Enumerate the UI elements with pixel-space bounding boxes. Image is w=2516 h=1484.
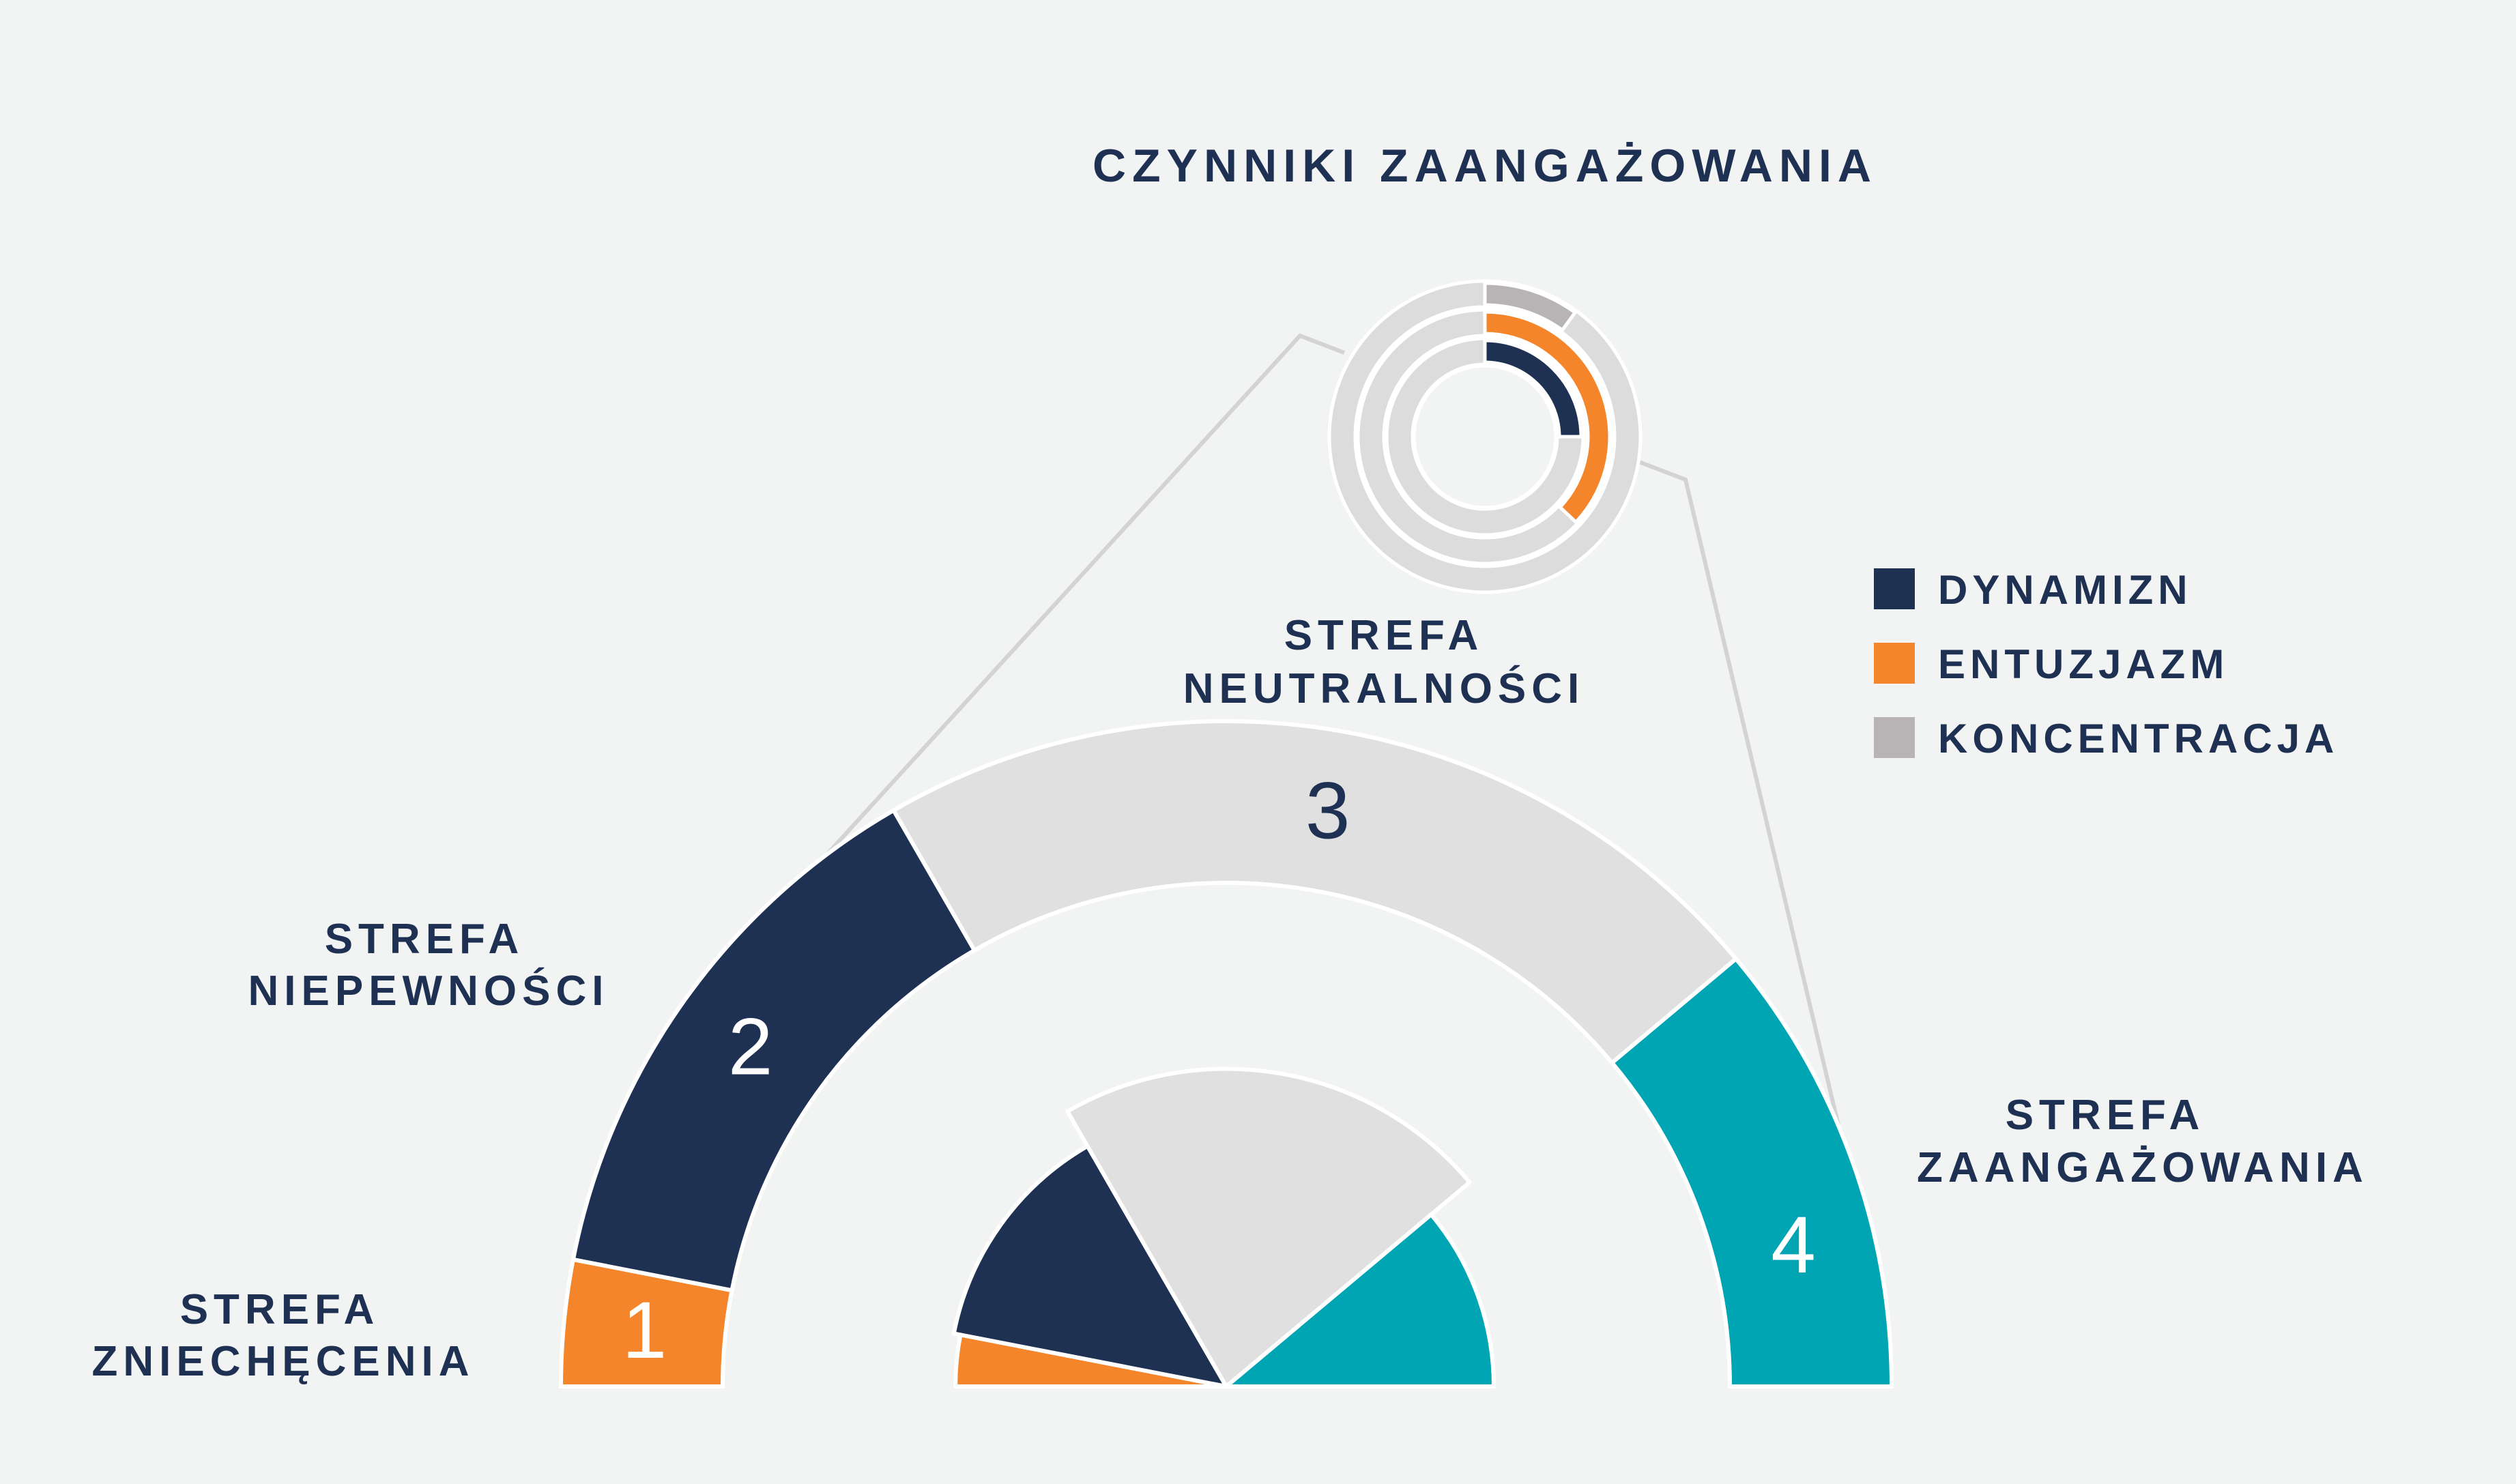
inner-pie-slice-2 (951, 1144, 1228, 1388)
legend-swatch-orange (1874, 643, 1915, 684)
legend-item-dynamizn: DYNAMIZN (1874, 567, 2193, 613)
zone-arc-3 (891, 719, 1739, 1066)
zone-label-1: STREFA ZNIECHĘCENIA (91, 1286, 474, 1385)
inner-pie (951, 1066, 1496, 1388)
connector-lines (783, 333, 1849, 1161)
zone-arcs (558, 719, 1894, 1388)
zone-label-1-line1: STREFA (180, 1286, 380, 1333)
zone-number-1: 1 (622, 1285, 667, 1376)
factor-ring-fill-2 (1483, 310, 1612, 525)
legend-swatch-navy (1874, 568, 1915, 609)
legend-item-entuzjazm: ENTUZJAZM (1874, 641, 2229, 687)
connector-line-right (1638, 460, 1849, 1161)
legend-item-koncentracja: KONCENTRACJA (1874, 716, 2339, 761)
zone-label-4: STREFA ZAANGAŻOWANIA (1917, 1092, 2369, 1191)
legend-label-dynamizn: DYNAMIZN (1938, 567, 2193, 613)
zone-label-2-line1: STREFA (325, 916, 525, 963)
factor-ring-track-2 (1356, 308, 1614, 566)
factor-ring-fill-3 (1483, 338, 1583, 439)
zone-numbers: 1 2 3 4 (622, 766, 1816, 1376)
zone-label-1-line2: ZNIECHĘCENIA (91, 1338, 474, 1385)
zone-label-3-line1: STREFA (1284, 612, 1484, 659)
inner-pie-slice-4 (1224, 1212, 1496, 1388)
zone-number-3: 3 (1305, 766, 1350, 856)
legend-swatch-gray (1874, 717, 1915, 758)
zone-number-4: 4 (1771, 1200, 1816, 1290)
zone-label-3-line2: NEUTRALNOŚCI (1183, 665, 1585, 712)
legend-label-koncentracja: KONCENTRACJA (1938, 716, 2339, 761)
zone-number-2: 2 (728, 1002, 773, 1092)
zone-label-2-line2: NIEPEWNOŚCI (248, 967, 609, 1015)
zone-label-4-line1: STREFA (2006, 1092, 2206, 1139)
zone-arc-4 (1609, 956, 1894, 1388)
legend: DYNAMIZN ENTUZJAZM KONCENTRACJA (1874, 567, 2339, 761)
inner-pie-slice-3 (1065, 1066, 1472, 1388)
factor-ring-track-1 (1327, 279, 1643, 594)
connector-line-left (783, 333, 1346, 903)
zone-label-2: STREFA NIEPEWNOŚCI (248, 916, 609, 1015)
legend-label-entuzjazm: ENTUZJAZM (1938, 641, 2229, 687)
factor-ring-fill-1 (1483, 281, 1578, 333)
factor-rings (1327, 279, 1643, 594)
zone-label-3: STREFA NEUTRALNOŚCI (1183, 612, 1585, 712)
diagram-title: CZYNNIKI ZAANGAŻOWANIA (1093, 140, 1877, 192)
factor-rings-center (1412, 364, 1558, 510)
zone-label-4-line2: ZAANGAŻOWANIA (1917, 1144, 2369, 1191)
zone-arc-2 (570, 807, 978, 1293)
